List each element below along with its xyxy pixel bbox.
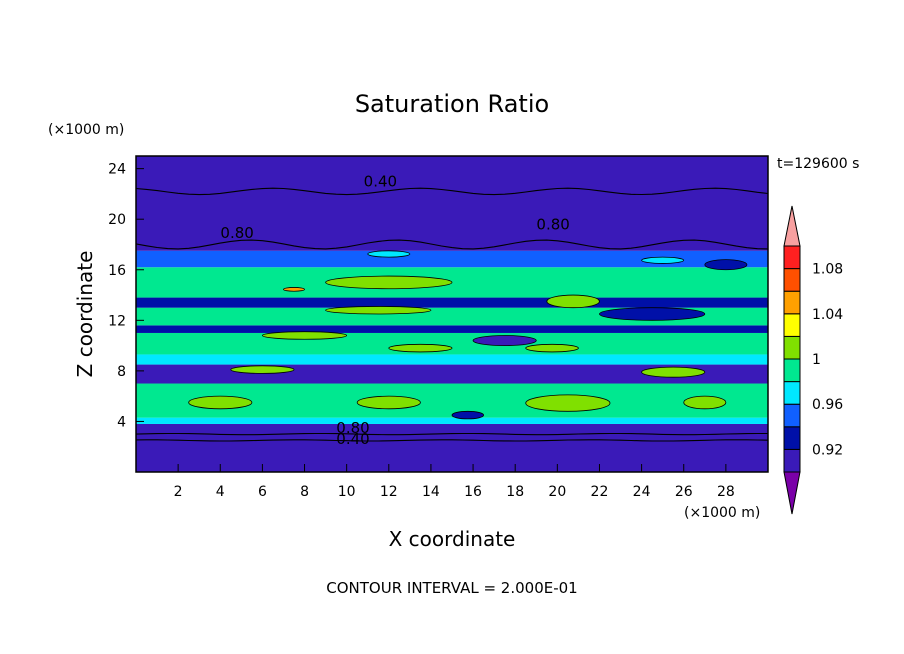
y-tick-label-0: 4: [117, 414, 126, 430]
field-patch-12: [261, 331, 348, 340]
contour-label-0: 0.40: [364, 172, 397, 190]
field-patch-9: [546, 294, 600, 309]
field-patch-18: [599, 307, 706, 321]
colorbar-box-7: [783, 290, 801, 315]
field-band-10: [136, 250, 768, 268]
contour-label-4: 0.40: [336, 430, 369, 448]
colorbar-box-8: [783, 268, 801, 292]
colorbar-box-9: [783, 245, 801, 270]
field-band-11: [136, 156, 768, 251]
field-band-0: [136, 423, 768, 472]
x-unit-label: (×1000 m): [684, 505, 760, 521]
field-patch-5: [388, 343, 453, 353]
field-patch-16: [704, 259, 748, 271]
x-tick-label-3: 8: [300, 484, 309, 500]
field-patch-17: [472, 335, 537, 347]
x-tick-label-13: 28: [717, 484, 735, 500]
field-patch-11: [283, 287, 305, 292]
x-tick-label-1: 4: [216, 484, 225, 500]
y-tick-label-1: 8: [117, 364, 126, 380]
field-patch-10: [325, 275, 453, 290]
plot-frame: [135, 155, 769, 473]
field-band-4: [136, 354, 768, 365]
field-band-6: [136, 325, 768, 333]
contour-line-2: [136, 187, 768, 196]
colorbar-box-5: [783, 335, 801, 360]
field-patch-6: [525, 343, 579, 353]
time-label: t=129600 s: [777, 156, 859, 172]
footer-contour-interval: CONTOUR INTERVAL = 2.000E-01: [326, 579, 577, 597]
colorbar-under-arrow: [783, 471, 801, 515]
contour-line-0: [136, 432, 768, 436]
field-band-5: [136, 332, 768, 355]
colorbar-box-4: [783, 358, 801, 383]
y-tick-label-5: 24: [108, 162, 126, 178]
colorbar-box-1: [783, 426, 801, 450]
colorbar-label-3: 1.04: [812, 307, 843, 323]
field-patch-0: [188, 395, 253, 410]
field-patch-1: [356, 395, 421, 410]
x-tick-label-6: 14: [422, 484, 440, 500]
field-patch-15: [367, 250, 411, 258]
x-tick-label-9: 20: [548, 484, 566, 500]
colorbar-over-arrow: [783, 205, 801, 247]
y-unit-label: (×1000 m): [48, 122, 124, 138]
field-patch-8: [325, 306, 432, 315]
chart-title: Saturation Ratio: [355, 90, 549, 118]
field-patch-2: [525, 394, 611, 412]
y-axis-label: Z coordinate: [73, 251, 97, 378]
colorbar-label-2: 1: [812, 352, 821, 368]
colorbar-label-1: 0.96: [812, 397, 843, 413]
field-patch-13: [451, 410, 485, 420]
contour-label-3: 0.80: [336, 419, 369, 437]
field-band-8: [136, 297, 768, 308]
y-tick-label-3: 16: [108, 263, 126, 279]
x-tick-label-2: 6: [258, 484, 267, 500]
x-tick-label-10: 22: [591, 484, 609, 500]
field-patch-7: [641, 366, 706, 378]
colorbar-box-2: [783, 403, 801, 428]
x-axis-label: X coordinate: [389, 527, 516, 551]
colorbar-label-4: 1.08: [812, 262, 843, 278]
field-patch-14: [641, 256, 685, 264]
y-tick-label-2: 12: [108, 313, 126, 329]
field-patch-3: [683, 395, 727, 410]
colorbar-box-6: [783, 313, 801, 337]
colorbar-box-3: [783, 381, 801, 405]
x-tick-label-7: 16: [464, 484, 482, 500]
x-tick-label-11: 24: [633, 484, 651, 500]
x-tick-label-12: 26: [675, 484, 693, 500]
x-tick-label-5: 12: [380, 484, 398, 500]
field-band-1: [136, 417, 768, 424]
field-patch-4: [230, 365, 295, 374]
x-tick-label-0: 2: [174, 484, 183, 500]
contour-label-2: 0.80: [536, 215, 569, 233]
colorbar: 0.92 0.96 1 1.04 1.08: [783, 205, 843, 515]
colorbar-label-0: 0.92: [812, 442, 843, 458]
x-tick-label-8: 18: [506, 484, 524, 500]
contour-line-3: [136, 239, 768, 250]
contour-label-1: 0.80: [220, 224, 253, 242]
plot-area: 0.400.80 0.800.800.40 2 4 6 8 10 12 14 16 18 20 22 2…: [108, 155, 769, 500]
x-tick-label-4: 10: [338, 484, 356, 500]
contour-line-1: [136, 439, 768, 442]
y-tick-label-4: 20: [108, 212, 126, 228]
colorbar-box-0: [783, 448, 801, 473]
